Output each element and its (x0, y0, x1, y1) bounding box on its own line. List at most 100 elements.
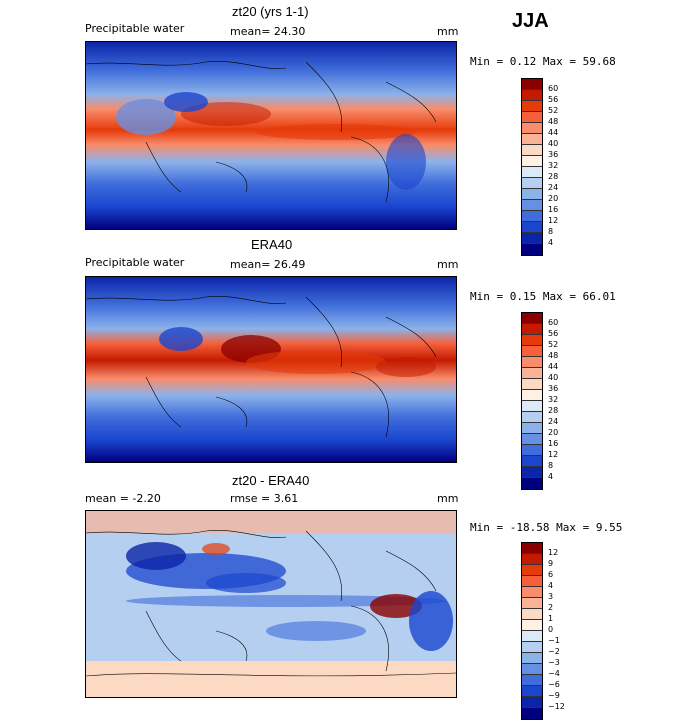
panel2-coastlines (86, 296, 437, 438)
colorbar-tick-label: 8 (548, 227, 554, 236)
colorbar-tick-label: 12 (548, 450, 559, 459)
panel1-colorbar-swatch (522, 244, 542, 255)
panel3-colorbar-swatch (522, 598, 542, 609)
panel3-rmse: rmse = 3.61 (230, 492, 299, 505)
panel1-coastlines (86, 61, 437, 203)
panel1-colorbar-swatch (522, 233, 542, 244)
colorbar-tick-label: 16 (548, 205, 559, 214)
panel1-variable: Precipitable water (85, 22, 185, 35)
panel3-colorbar-swatch (522, 697, 542, 708)
panel2-colorbar-swatch (522, 335, 542, 346)
colorbar-tick-label: 60 (548, 318, 559, 327)
colorbar-tick-label: 36 (548, 384, 559, 393)
panel3-coastlines (86, 530, 456, 677)
panel2-colorbar-swatch (522, 478, 542, 489)
panel2-colorbar-swatch (522, 379, 542, 390)
panel1-mean: mean= 24.30 (230, 25, 306, 38)
panel3-colorbar (521, 542, 543, 720)
panel1-colorbar-swatch (522, 222, 542, 233)
colorbar-tick-label: 48 (548, 117, 559, 126)
panel2-variable: Precipitable water (85, 256, 185, 269)
panel2-colorbar-swatch (522, 390, 542, 401)
colorbar-tick-label: 52 (548, 106, 559, 115)
panel3-colorbar-swatch (522, 631, 542, 642)
panel3-colorbar-swatch (522, 708, 542, 719)
colorbar-tick-label: 1 (548, 614, 554, 623)
panel3-colorbar-swatch (522, 554, 542, 565)
colorbar-tick-label: 4 (548, 581, 554, 590)
colorbar-tick-label: −4 (548, 669, 560, 678)
colorbar-tick-label: 44 (548, 128, 559, 137)
colorbar-tick-label: −6 (548, 680, 560, 689)
colorbar-tick-label: −9 (548, 691, 560, 700)
panel3-colorbar-swatch (522, 587, 542, 598)
panel1-minmax: Min = 0.12 Max = 59.68 (470, 55, 616, 68)
panel3-colorbar-swatch (522, 664, 542, 675)
panel1-map (85, 41, 457, 230)
panel1-field (86, 42, 456, 229)
panel3-colorbar-swatch (522, 609, 542, 620)
colorbar-tick-label: 20 (548, 428, 559, 437)
panel2-field (86, 277, 456, 462)
colorbar-tick-label: 36 (548, 150, 559, 159)
panel2-colorbar-swatch (522, 423, 542, 434)
panel2-colorbar-swatch (522, 412, 542, 423)
panel1-title: zt20 (yrs 1-1) (232, 4, 309, 19)
panel1-colorbar-swatch (522, 145, 542, 156)
panel1-colorbar (521, 78, 543, 256)
colorbar-tick-label: −1 (548, 636, 560, 645)
panel2-colorbar-swatch (522, 456, 542, 467)
colorbar-tick-label: 20 (548, 194, 559, 203)
panel2-title: ERA40 (251, 237, 293, 252)
colorbar-tick-label: −2 (548, 647, 560, 656)
colorbar-tick-label: −12 (548, 702, 565, 711)
colorbar-tick-label: 2 (548, 603, 554, 612)
colorbar-tick-label: 6 (548, 570, 554, 579)
panel3-colorbar-swatch (522, 686, 542, 697)
panel3-colorbar-swatch (522, 620, 542, 631)
panel3-colorbar-swatch (522, 675, 542, 686)
panel1-colorbar-swatch (522, 211, 542, 222)
panel2-minmax: Min = 0.15 Max = 66.01 (470, 290, 616, 303)
panel3-colorbar-swatch (522, 543, 542, 554)
panel2-colorbar-swatch (522, 346, 542, 357)
panel1-colorbar-swatch (522, 178, 542, 189)
panel1-colorbar-labels: 60 56 52 48 44 40 36 32 28 24 20 16 12 8… (548, 78, 578, 258)
season-label: JJA (512, 10, 549, 32)
panel2-colorbar-swatch (522, 368, 542, 379)
colorbar-tick-label: 4 (548, 472, 554, 481)
colorbar-tick-label: 28 (548, 406, 559, 415)
colorbar-tick-label: 4 (548, 238, 554, 247)
panel2-map (85, 276, 457, 463)
colorbar-tick-label: 28 (548, 172, 559, 181)
panel1-colorbar-swatch (522, 112, 542, 123)
panel2-colorbar-swatch (522, 313, 542, 324)
panel3-colorbar-swatch (522, 565, 542, 576)
panel2-colorbar-swatch (522, 401, 542, 412)
panel2-colorbar (521, 312, 543, 490)
colorbar-tick-label: 24 (548, 417, 559, 426)
panel1-colorbar-swatch (522, 189, 542, 200)
panel3-minmax: Min = -18.58 Max = 9.55 (470, 521, 623, 534)
colorbar-tick-label: 12 (548, 216, 559, 225)
colorbar-tick-label: 60 (548, 84, 559, 93)
colorbar-tick-label: 44 (548, 362, 559, 371)
panel3-colorbar-swatch (522, 576, 542, 587)
panel2-colorbar-swatch (522, 445, 542, 456)
panel1-colorbar-swatch (522, 134, 542, 145)
colorbar-tick-label: 0 (548, 625, 554, 634)
colorbar-tick-label: 32 (548, 395, 559, 404)
panel1-colorbar-swatch (522, 101, 542, 112)
panel3-colorbar-labels: 12 9 6 4 3 2 1 0 −1 −2 −3 −4 −6 −9 −12 (548, 542, 578, 722)
colorbar-tick-label: 40 (548, 373, 559, 382)
colorbar-tick-label: 56 (548, 329, 559, 338)
panel2-colorbar-labels: 60 56 52 48 44 40 36 32 28 24 20 16 12 8… (548, 312, 578, 492)
panel1-colorbar-swatch (522, 79, 542, 90)
panel1-colorbar-swatch (522, 123, 542, 134)
colorbar-tick-label: 32 (548, 161, 559, 170)
panel3-colorbar-swatch (522, 642, 542, 653)
panel3-map (85, 510, 457, 698)
panel2-colorbar-swatch (522, 434, 542, 445)
panel2-mean: mean= 26.49 (230, 258, 306, 271)
panel3-colorbar-swatch (522, 653, 542, 664)
